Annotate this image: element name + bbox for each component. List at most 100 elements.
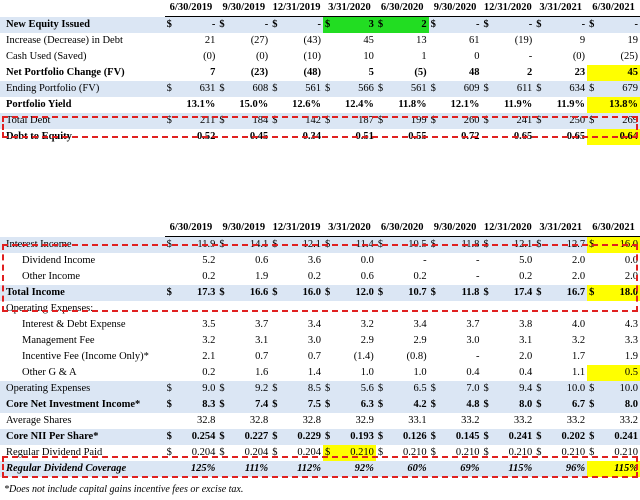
- currency-symbol: $: [272, 447, 278, 458]
- value-cell: 17.4: [489, 285, 535, 301]
- column-header: 9/30/2020: [428, 220, 482, 237]
- value-cell: 0.241: [595, 429, 640, 445]
- value-cell: 0.210: [403, 447, 427, 458]
- currency-symbol: $: [428, 81, 437, 97]
- value-cell: 6.5: [383, 381, 429, 397]
- currency-symbol: [587, 253, 595, 269]
- value-cell: 45: [595, 65, 640, 81]
- value-cell: (23): [250, 67, 269, 78]
- value-cell: -: [225, 16, 271, 33]
- row-increase-decrease-in-debt: Increase (Decrease) in Debt 21 (27) (43) 45 1…: [0, 33, 640, 49]
- column-header: 6/30/2020: [375, 0, 429, 17]
- currency-symbol: [534, 97, 542, 113]
- value-cell: 33.2: [461, 415, 480, 426]
- currency-symbol: $: [164, 429, 173, 445]
- column-header: 12/31/2019: [270, 220, 323, 237]
- currency-symbol: [534, 365, 542, 381]
- value-cell: 3.0: [307, 335, 321, 346]
- value-cell: 12.4%: [344, 99, 374, 110]
- value-cell: 6.7: [542, 397, 588, 413]
- currency-symbol: [270, 317, 278, 333]
- row-label: Other G & A: [22, 367, 77, 378]
- currency-symbol: $: [217, 429, 226, 445]
- value-cell: 12.6%: [292, 99, 321, 110]
- value-cell: 12.7: [542, 236, 588, 253]
- currency-symbol: $: [166, 447, 172, 458]
- value-cell: 18.0: [595, 285, 640, 301]
- column-header: 6/30/2021: [587, 0, 640, 17]
- value-cell: 0.126: [383, 429, 429, 445]
- currency-symbol: $: [219, 447, 225, 458]
- value-cell: 3.2: [202, 335, 216, 346]
- currency-symbol: [323, 461, 332, 477]
- column-header: 12/31/2020: [481, 0, 535, 17]
- value-cell: 33.1: [408, 415, 427, 426]
- column-header: 3/31/2020: [323, 220, 376, 237]
- value-cell: (0): [255, 51, 269, 62]
- currency-symbol: $: [587, 236, 596, 253]
- value-cell: 0.202: [542, 429, 588, 445]
- value-cell: -: [595, 16, 640, 33]
- column-header: 9/30/2020: [428, 0, 482, 17]
- currency-symbol: [534, 349, 542, 365]
- currency-symbol: [534, 129, 542, 145]
- value-cell: [384, 301, 429, 317]
- currency-symbol: [428, 461, 437, 477]
- currency-symbol: [587, 301, 595, 317]
- currency-symbol: $: [164, 113, 173, 129]
- row-operating-expenses: Operating Expenses:: [0, 301, 640, 317]
- currency-symbol: [534, 33, 542, 49]
- value-cell: -: [423, 255, 427, 266]
- currency-symbol: $: [534, 381, 543, 397]
- currency-symbol: [481, 269, 489, 285]
- value-cell: 199: [383, 113, 429, 129]
- footnote: *Does not include capital gains incentiv…: [4, 484, 244, 495]
- value-cell: 0.2: [202, 367, 216, 378]
- value-cell: 1.1: [571, 367, 586, 378]
- value-cell: 0.145: [436, 429, 482, 445]
- currency-symbol: [587, 461, 596, 477]
- currency-symbol: [376, 413, 384, 429]
- value-cell: 23: [574, 67, 586, 78]
- currency-symbol: [270, 269, 278, 285]
- row-label: Portfolio Yield: [6, 99, 72, 110]
- value-cell: 3.5: [202, 319, 216, 330]
- value-cell: 0.2: [413, 271, 427, 282]
- value-cell: 12.1: [278, 236, 323, 253]
- value-cell: 33.2: [566, 415, 586, 426]
- currency-symbol: [217, 253, 225, 269]
- currency-symbol: [376, 33, 384, 49]
- value-cell: 3.3: [624, 335, 638, 346]
- currency-symbol: $: [430, 447, 436, 458]
- currency-symbol: [270, 97, 278, 113]
- value-cell: 2.9: [413, 335, 427, 346]
- value-cell: 13.1%: [186, 99, 216, 110]
- value-cell: 3.2: [360, 319, 374, 330]
- value-cell: 1.9: [624, 351, 638, 362]
- currency-symbol: [164, 461, 173, 477]
- value-cell: 0.34: [302, 131, 321, 142]
- value-cell: (5): [414, 67, 427, 78]
- currency-symbol: [429, 349, 437, 365]
- row-label: Debt to Equity: [6, 131, 72, 142]
- currency-symbol: [587, 413, 595, 429]
- currency-symbol: [270, 65, 278, 81]
- value-cell: 11.9%: [556, 99, 586, 110]
- value-cell: 14.1: [225, 236, 271, 253]
- column-header: 6/30/2019: [164, 0, 218, 17]
- row-ending-portfolio-fv: Ending Portfolio (FV) $631 $608 $561 $566 $56…: [0, 81, 640, 97]
- value-cell: 250: [542, 113, 588, 129]
- value-cell: 21: [204, 35, 216, 46]
- value-cell: [173, 301, 218, 317]
- value-cell: 9.4: [489, 381, 535, 397]
- value-cell: 0: [474, 51, 480, 62]
- currency-symbol: $: [164, 16, 173, 33]
- value-cell: 96%: [542, 461, 588, 477]
- currency-symbol: $: [534, 285, 543, 301]
- value-cell: 2.0: [571, 255, 586, 266]
- value-cell: 125%: [172, 461, 218, 477]
- currency-symbol: $: [217, 285, 226, 301]
- currency-symbol: [165, 49, 173, 65]
- currency-symbol: [429, 269, 437, 285]
- currency-symbol: $: [481, 113, 490, 129]
